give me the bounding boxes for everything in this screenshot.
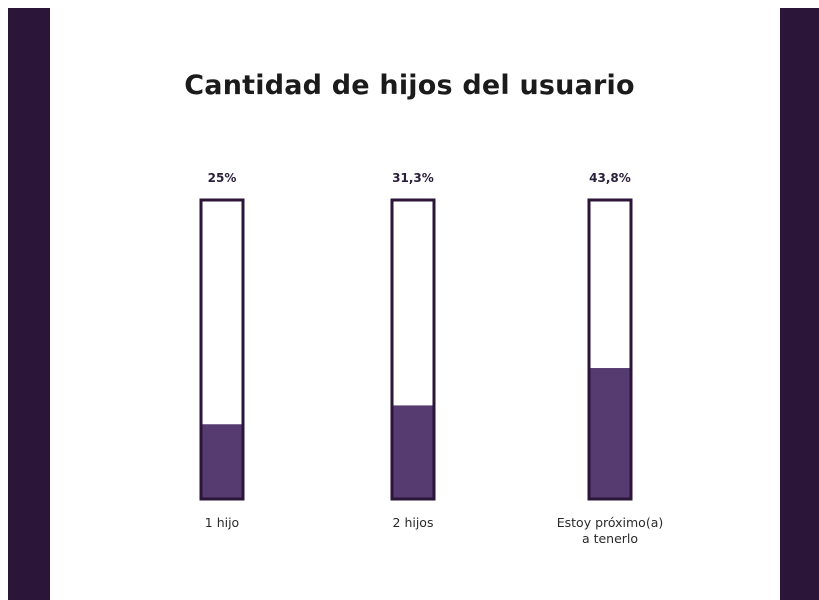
value-label-2: 31,3% <box>392 171 434 185</box>
left-side-bar <box>8 8 50 600</box>
bar-outline-3 <box>587 198 633 501</box>
bar-3 <box>589 368 631 499</box>
category-label-1: 1 hijo <box>205 515 239 530</box>
category-label-2: 2 hijos <box>393 515 434 530</box>
right-side-bar <box>780 8 819 600</box>
value-label-3: 43,8% <box>589 171 631 185</box>
category-label-3-line-2: a tenerlo <box>582 531 638 546</box>
bar-outline-1 <box>199 198 245 501</box>
chart-title: Cantidad de hijos del usuario <box>184 70 635 101</box>
bar-2 <box>392 405 434 499</box>
bar-1 <box>201 424 243 499</box>
bar-outline-2 <box>390 198 436 501</box>
value-label-1: 25% <box>208 171 237 185</box>
category-label-3-line-1: Estoy próximo(a) <box>557 515 664 530</box>
